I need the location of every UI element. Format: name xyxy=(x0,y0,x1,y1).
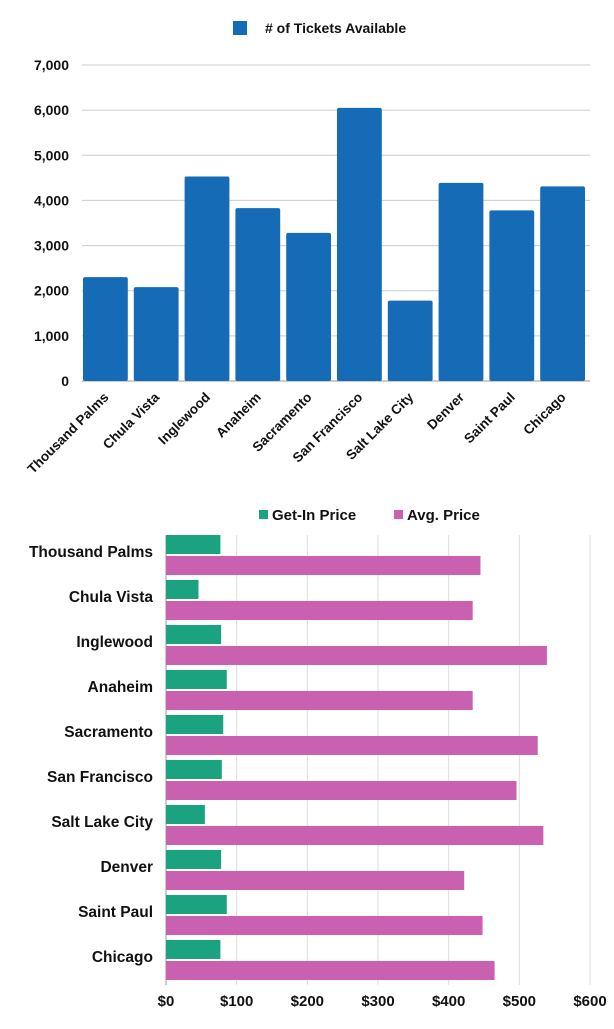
bar xyxy=(166,670,227,689)
bar xyxy=(337,107,382,381)
bar xyxy=(166,580,199,599)
bar xyxy=(166,736,538,755)
y-tick-label: Salt Lake City xyxy=(51,814,153,831)
x-tick-label: Saint Paul xyxy=(461,390,518,447)
bar xyxy=(184,176,230,381)
y-tick-label: 6,000 xyxy=(34,102,69,118)
y-tick-label: 5,000 xyxy=(34,147,69,163)
y-tick-label: San Francisco xyxy=(47,769,153,786)
x-tick-label: $500 xyxy=(503,993,536,1010)
bar xyxy=(166,535,221,554)
x-tick-label: $0 xyxy=(158,993,175,1010)
bar xyxy=(235,208,281,381)
y-tick-label: 4,000 xyxy=(34,192,69,208)
y-tick-label: Chicago xyxy=(92,949,153,966)
bar xyxy=(166,961,495,980)
x-tick-label: $200 xyxy=(291,993,324,1010)
x-tick-label: $300 xyxy=(361,993,394,1010)
x-tick-label: Inglewood xyxy=(155,390,213,448)
y-tick-label: 3,000 xyxy=(34,238,69,254)
legend-label: Avg. Price xyxy=(407,507,480,524)
legend-swatch xyxy=(233,21,247,35)
x-tick-label: $400 xyxy=(432,993,465,1010)
x-tick-label: Denver xyxy=(424,389,468,433)
y-tick-label: Saint Paul xyxy=(78,904,153,921)
bar xyxy=(166,940,221,959)
bar xyxy=(83,277,128,381)
bar xyxy=(166,805,205,824)
legend-label: # of Tickets Available xyxy=(265,20,406,36)
y-tick-label: Anaheim xyxy=(88,679,153,696)
y-tick-label: Sacramento xyxy=(64,724,153,741)
legend-swatch xyxy=(394,510,403,519)
y-tick-label: 0 xyxy=(61,373,69,389)
y-tick-label: 7,000 xyxy=(34,57,69,73)
bar xyxy=(166,625,222,644)
y-tick-label: 1,000 xyxy=(34,328,69,344)
bar xyxy=(133,287,179,381)
bar xyxy=(166,556,481,575)
y-tick-label: Thousand Palms xyxy=(29,544,153,561)
y-tick-label: Chula Vista xyxy=(69,589,154,606)
y-tick-label: 2,000 xyxy=(34,283,69,299)
y-tick-label: Denver xyxy=(100,859,153,876)
bar xyxy=(166,601,473,620)
bar xyxy=(387,300,433,381)
x-tick-label: $100 xyxy=(220,993,253,1010)
bar xyxy=(166,916,483,935)
bar xyxy=(286,232,331,381)
x-tick-label: Chicago xyxy=(520,390,568,438)
bar xyxy=(438,182,484,381)
bar xyxy=(166,760,222,779)
bar xyxy=(489,210,535,381)
bar xyxy=(540,186,585,381)
y-tick-label: Inglewood xyxy=(76,634,153,651)
bar xyxy=(166,646,547,665)
x-tick-label: Thousand Palms xyxy=(25,390,112,477)
x-tick-label: $600 xyxy=(573,993,606,1010)
x-tick-label: Anaheim xyxy=(213,390,264,441)
bar xyxy=(166,691,473,710)
bar xyxy=(166,715,224,734)
legend-swatch xyxy=(259,510,268,519)
bar xyxy=(166,781,517,800)
bar xyxy=(166,850,222,869)
bar xyxy=(166,871,465,890)
legend-label: Get-In Price xyxy=(272,507,356,524)
bar xyxy=(166,895,227,914)
bar xyxy=(166,826,544,845)
